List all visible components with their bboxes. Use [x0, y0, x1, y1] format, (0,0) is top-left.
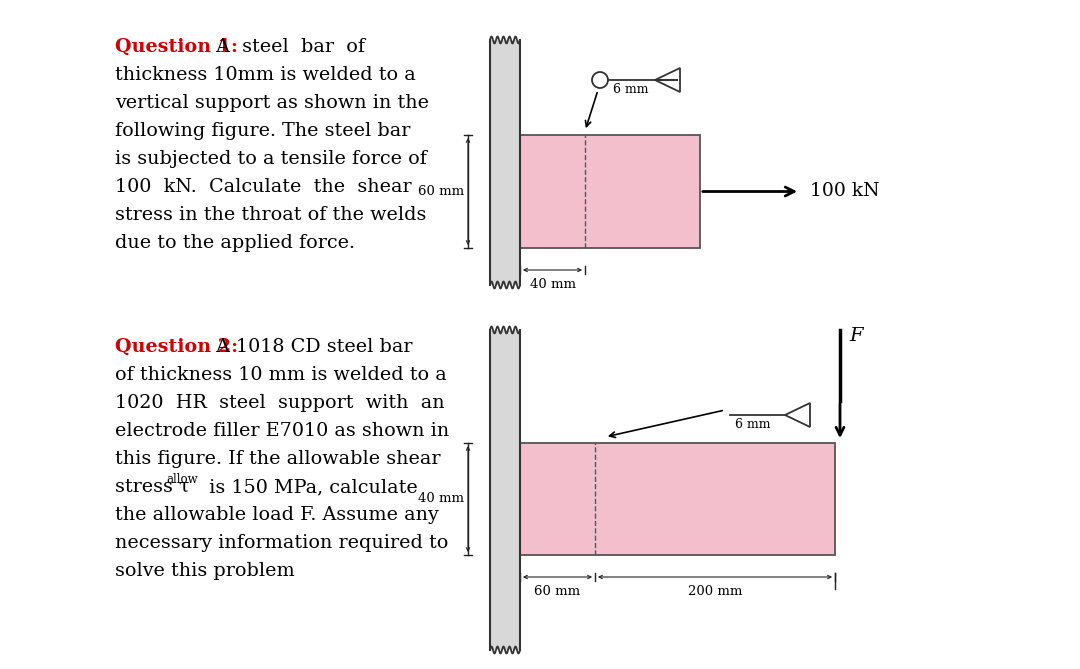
Text: due to the applied force.: due to the applied force. [114, 234, 355, 252]
Text: A 1018 CD steel bar: A 1018 CD steel bar [210, 338, 413, 356]
Text: Question 1:: Question 1: [114, 38, 238, 56]
Text: necessary information required to: necessary information required to [114, 534, 448, 552]
Bar [490, 40, 519, 285]
Text: is 150 MPa, calculate: is 150 MPa, calculate [203, 478, 418, 496]
Text: 40 mm: 40 mm [418, 492, 464, 506]
Text: 100  kN.  Calculate  the  shear: 100 kN. Calculate the shear [114, 178, 411, 196]
Text: is subjected to a tensile force of: is subjected to a tensile force of [114, 150, 427, 168]
Text: 40 mm: 40 mm [529, 278, 576, 291]
Text: 100 kN: 100 kN [810, 183, 879, 201]
Text: 200 mm: 200 mm [688, 585, 742, 598]
Text: F: F [849, 327, 863, 345]
Text: Question 2:: Question 2: [114, 338, 238, 356]
Text: stress in the throat of the welds: stress in the throat of the welds [114, 206, 427, 224]
Text: of thickness 10 mm is welded to a: of thickness 10 mm is welded to a [114, 366, 447, 384]
Text: following figure. The steel bar: following figure. The steel bar [114, 122, 410, 140]
Text: A  steel  bar  of: A steel bar of [210, 38, 365, 56]
Text: allow: allow [166, 473, 198, 486]
Text: 6 mm: 6 mm [613, 83, 648, 96]
Text: thickness 10mm is welded to a: thickness 10mm is welded to a [114, 66, 416, 84]
Text: stress τ: stress τ [114, 478, 189, 496]
Text: electrode filler E7010 as shown in: electrode filler E7010 as shown in [114, 422, 449, 440]
Text: the allowable load F. Assume any: the allowable load F. Assume any [114, 506, 438, 524]
Text: 60 mm: 60 mm [535, 585, 581, 598]
Bar [519, 443, 835, 555]
Bar [519, 135, 700, 248]
Text: 1020  HR  steel  support  with  an: 1020 HR steel support with an [114, 394, 445, 412]
Text: this figure. If the allowable shear: this figure. If the allowable shear [114, 450, 441, 468]
Bar [490, 330, 519, 650]
Text: 60 mm: 60 mm [418, 185, 464, 198]
Text: 6 mm: 6 mm [735, 418, 770, 431]
Text: vertical support as shown in the: vertical support as shown in the [114, 94, 429, 112]
Text: solve this problem: solve this problem [114, 562, 295, 580]
